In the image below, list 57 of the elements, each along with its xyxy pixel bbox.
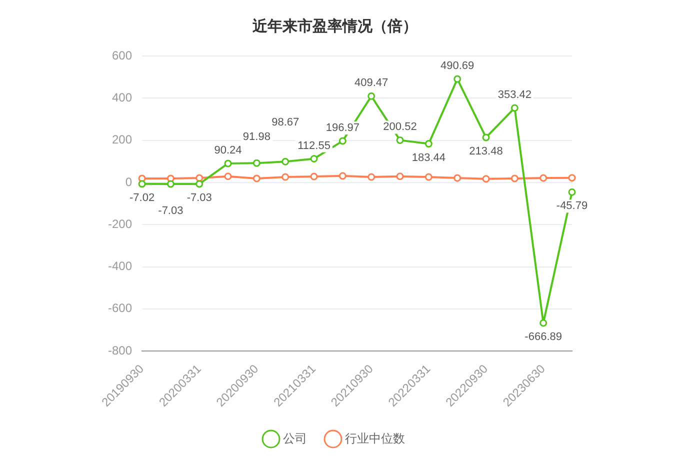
point: [282, 158, 290, 166]
legend-label: 公司: [283, 431, 307, 446]
point: [252, 174, 260, 182]
point: [540, 319, 548, 327]
point: [396, 172, 404, 180]
point: [510, 104, 518, 112]
y-tick-label: -400: [108, 259, 132, 274]
data-label: -7.03: [186, 192, 212, 204]
data-label: 91.98: [242, 131, 270, 144]
point: [424, 140, 432, 148]
y-tick-label: -800: [108, 343, 132, 358]
y-tick-label: 200: [112, 132, 132, 147]
point: [338, 172, 346, 180]
point: [482, 134, 490, 142]
data-label: -666.89: [524, 331, 562, 344]
point: [368, 173, 376, 181]
y-tick-label: 600: [112, 48, 132, 62]
y-tick-label: -600: [108, 301, 132, 316]
data-label: 112.55: [298, 140, 330, 152]
point: [424, 173, 432, 181]
point: [568, 174, 576, 182]
data-label: 183.44: [412, 152, 446, 164]
data-label: 200.52: [383, 121, 417, 134]
data-label: 409.47: [354, 77, 388, 90]
point: [310, 154, 318, 162]
data-label: -7.03: [158, 204, 184, 217]
point: [368, 92, 376, 100]
y-tick-label: 0: [125, 174, 132, 189]
point: [454, 75, 462, 83]
point: [138, 180, 146, 188]
point: [224, 160, 232, 168]
point: [310, 172, 318, 180]
data-label: -7.02: [129, 192, 155, 204]
data-label: 490.69: [440, 60, 474, 72]
point: [338, 137, 346, 145]
point: [396, 136, 404, 144]
data-label: 98.67: [272, 116, 300, 129]
point: [568, 188, 576, 196]
point: [282, 173, 290, 181]
point: [166, 180, 174, 188]
data-label: 353.42: [498, 89, 532, 101]
data-label: 196.97: [326, 122, 360, 134]
point: [454, 174, 462, 182]
point: [482, 175, 490, 183]
point: [252, 159, 260, 167]
point: [224, 172, 232, 180]
point: [196, 174, 204, 182]
y-tick-label: -200: [108, 216, 132, 231]
point: [540, 174, 548, 182]
point: [510, 174, 518, 182]
data-label: 213.48: [469, 145, 503, 158]
y-tick-label: 400: [112, 90, 132, 104]
data-label: 90.24: [214, 144, 242, 156]
point: [196, 180, 204, 188]
data-label: -45.79: [556, 200, 588, 212]
chart-title: 近年来市盈率情况（倍）: [252, 17, 418, 36]
legend-label: 行业中位数: [345, 431, 405, 446]
